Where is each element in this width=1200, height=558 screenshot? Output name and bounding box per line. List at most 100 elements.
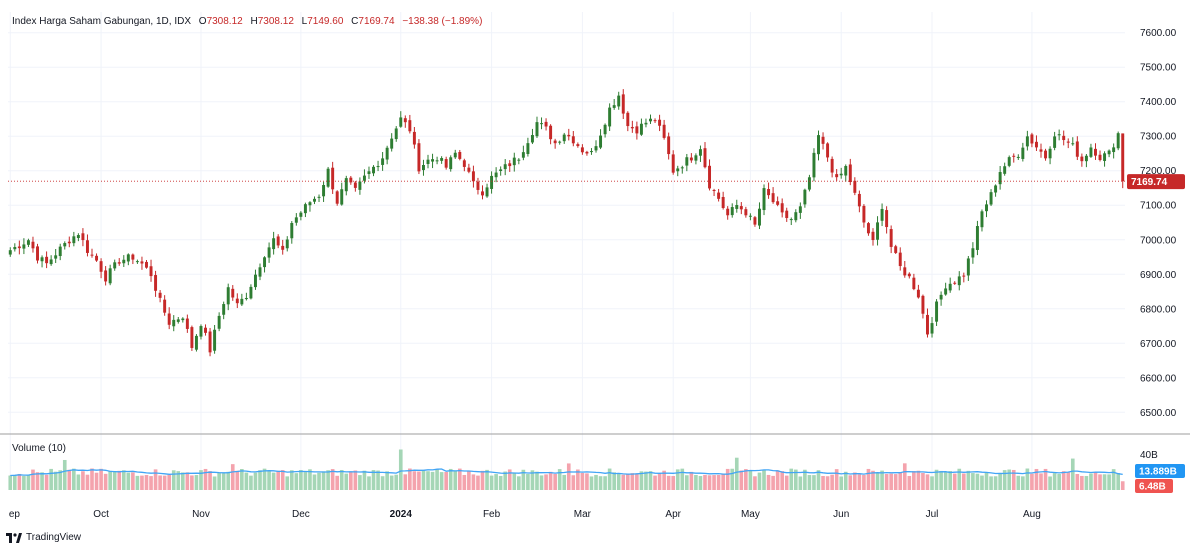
volume-bar (1116, 473, 1121, 490)
tradingview-logo-icon (6, 532, 22, 543)
volume-bar (744, 469, 748, 490)
volume-bar (494, 474, 498, 490)
candle-body (944, 288, 948, 295)
volume-bar (1089, 473, 1093, 490)
volume-bar (131, 472, 135, 490)
candle-body (926, 314, 929, 335)
volume-bar (503, 471, 508, 490)
candle-body (490, 175, 494, 189)
volume-bar (1002, 470, 1007, 490)
volume-bar (853, 472, 857, 490)
candle-body (8, 250, 12, 255)
volume-bar (35, 472, 40, 490)
volume-bar (249, 475, 253, 490)
time-tick-label: ep (9, 509, 21, 520)
volume-bar (276, 470, 280, 490)
volume-bar (939, 470, 943, 490)
candle-body (1044, 150, 1048, 159)
candle-body (789, 219, 793, 221)
price-tick-label: 6600.00 (1140, 373, 1177, 384)
candle-body (549, 125, 553, 140)
candle-body (104, 270, 108, 282)
candle-body (885, 210, 889, 228)
volume-bar (653, 475, 657, 490)
volume-bar (335, 475, 340, 490)
candle-body (485, 187, 489, 197)
volume-bar (144, 475, 149, 490)
volume-bar (435, 469, 439, 490)
candle-body (253, 274, 257, 288)
volume-bar (1080, 475, 1084, 490)
candle-body (17, 246, 21, 249)
volume-bar (780, 471, 784, 490)
volume-bar (507, 469, 512, 490)
volume-bar (821, 476, 825, 490)
candle-body (907, 273, 911, 277)
volume-bar (834, 469, 839, 490)
volume-bar (430, 471, 435, 490)
volume-bar (1007, 469, 1012, 490)
brand[interactable]: TradingView (6, 532, 81, 543)
candle-body (671, 154, 675, 173)
volume-bar (476, 475, 480, 490)
candle-body (1048, 148, 1052, 159)
candle-body (317, 196, 321, 198)
volume-bar (984, 472, 989, 490)
volume-bar (934, 469, 939, 490)
candle-body (313, 198, 316, 202)
candle-body (385, 147, 389, 160)
candle-body (1075, 141, 1079, 157)
candle-body (126, 254, 130, 262)
volume-bar (698, 476, 703, 490)
price-tick-label: 7000.00 (1140, 235, 1177, 246)
volume-bar (694, 474, 698, 490)
volume-bar (103, 473, 108, 490)
volume-bar (943, 471, 948, 490)
volume-bar (517, 476, 521, 490)
candle-body (544, 121, 548, 127)
candle-body (340, 189, 344, 205)
time-tick-label: Nov (192, 509, 210, 520)
candle-body (471, 171, 475, 182)
candle-body (358, 181, 362, 190)
volume-bar (1057, 473, 1061, 490)
candle-body (916, 289, 920, 298)
volume-bar (839, 476, 844, 490)
volume-bar (376, 470, 380, 490)
candle-body (1084, 155, 1088, 162)
candle-body (767, 189, 771, 196)
volume-bar (194, 475, 199, 490)
volume-bar (235, 470, 240, 490)
candle-body (1021, 147, 1025, 159)
volume-bar (1043, 468, 1048, 490)
candle-body (135, 261, 139, 263)
candle-body (431, 159, 435, 162)
candle-body (1025, 136, 1029, 147)
candles[interactable] (8, 89, 1125, 357)
volume-bar (1084, 476, 1089, 490)
legend-close-label: C (351, 16, 358, 27)
volume-bar (1107, 474, 1111, 490)
volume-bar (730, 468, 735, 490)
volume-bar (117, 470, 122, 490)
candle-body (194, 335, 198, 350)
volume-bar (167, 474, 172, 490)
volume-bar (271, 472, 276, 490)
candle-body (639, 123, 643, 135)
last-price-label: 7169.74 (1131, 177, 1168, 188)
candle-body (912, 277, 916, 290)
candle-body (476, 181, 480, 190)
candle-body (1053, 136, 1057, 148)
volume-bar (625, 474, 630, 490)
volume-bar (439, 472, 444, 490)
candle-body (807, 177, 811, 190)
volume-bars[interactable] (8, 449, 1125, 491)
volume-bar (576, 469, 580, 490)
candle-body (617, 95, 621, 107)
candle-body (889, 229, 893, 247)
volume-bar (662, 470, 666, 490)
volume-bar (644, 471, 648, 490)
candle-body (835, 174, 839, 178)
